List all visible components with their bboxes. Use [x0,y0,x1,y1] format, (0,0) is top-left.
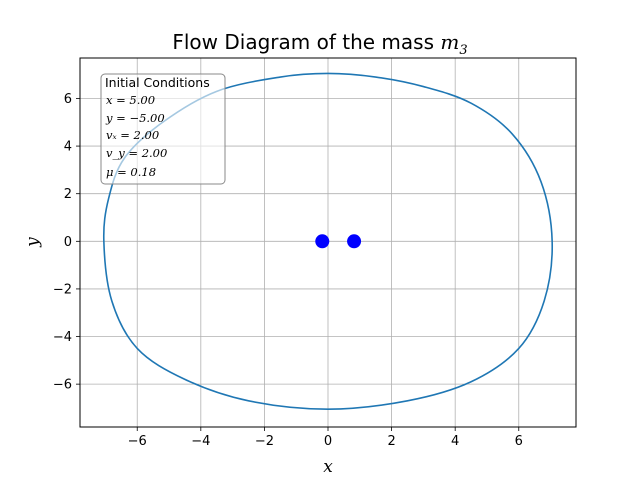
initial-conditions-box: Initial Conditions x = 5.00 y = −5.00 vₓ… [100,73,226,185]
x-tick-label: 0 [324,434,332,449]
initial-condition-vy: v_y = 2.00 [106,146,167,160]
y-tick-label: −2 [53,282,72,297]
mass-point-1 [315,234,330,249]
y-tick-label: 6 [64,92,72,107]
y-axis-label: y [23,237,43,248]
x-tick-label: −4 [191,434,210,449]
x-tick-label: −6 [128,434,147,449]
x-tick-label: 6 [515,434,523,449]
chart-title: Flow Diagram of the mass m3 [172,30,467,58]
y-tick-label: 2 [64,187,72,202]
y-axis-ticks: −6 −4 −2 0 2 4 6 [53,92,80,393]
initial-condition-x: x = 5.00 [106,93,155,107]
x-axis-label: x [323,457,333,477]
y-tick-label: −4 [53,330,72,345]
initial-condition-vx: vₓ = 2.00 [106,128,159,142]
x-axis-ticks: −6 −4 −2 0 2 4 6 [128,427,523,449]
x-tick-label: 4 [451,434,459,449]
x-tick-label: 2 [387,434,395,449]
initial-condition-y: y = −5.00 [105,111,165,125]
y-tick-label: −6 [53,378,72,393]
y-tick-label: 0 [64,235,72,250]
initial-conditions-frame [100,73,226,185]
initial-conditions-title: Initial Conditions [105,75,210,90]
x-tick-label: −2 [255,434,274,449]
initial-condition-mu: μ = 0.18 [106,165,156,179]
y-tick-label: 4 [64,140,72,155]
mass-point-2 [347,234,362,249]
masses [315,234,362,249]
